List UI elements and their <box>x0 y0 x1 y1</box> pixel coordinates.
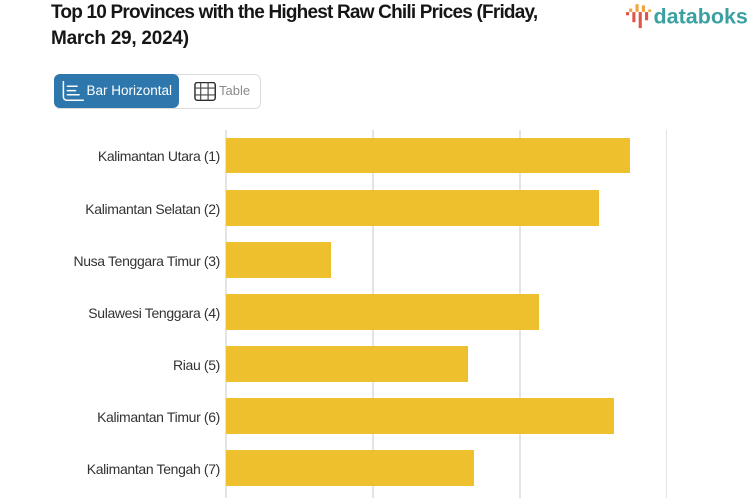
svg-text:databoks: databoks <box>654 4 748 28</box>
